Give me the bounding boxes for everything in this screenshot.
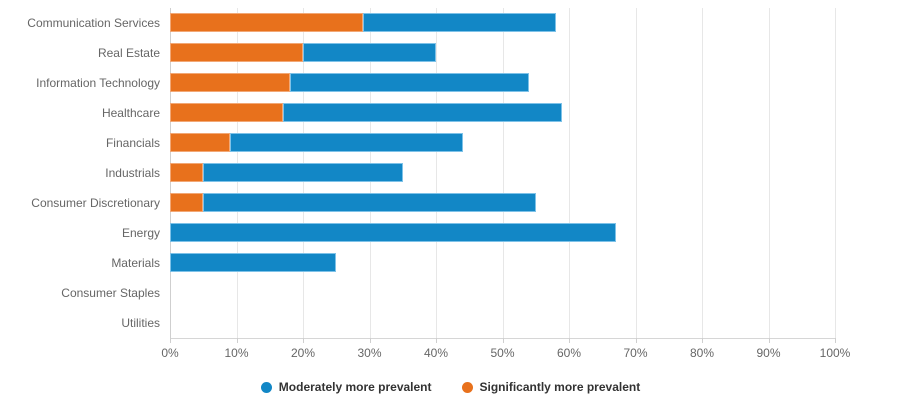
- tick-mark-30: [369, 338, 371, 343]
- tick-mark-50: [502, 338, 504, 343]
- tick-mark-60: [569, 338, 570, 343]
- x-tick-label-70: 70%: [623, 346, 648, 360]
- bar-row-materials: [170, 248, 835, 278]
- category-label-information-technology: Information Technology: [36, 76, 160, 90]
- x-tick-label-0: 0%: [161, 346, 179, 360]
- category-label-materials: Materials: [111, 256, 160, 270]
- bar-row-information-technology: [170, 68, 835, 98]
- legend-label: Significantly more prevalent: [479, 380, 641, 394]
- bar-row-utilities: [170, 308, 835, 338]
- x-tick-label-60: 60%: [556, 346, 582, 360]
- legend-marker-icon: [461, 381, 473, 393]
- tick-mark-100: [835, 338, 836, 343]
- gridline-90: [768, 8, 770, 338]
- bar-moderately-more-prevalent[interactable]: [283, 103, 563, 122]
- tick-mark-20: [303, 338, 304, 343]
- x-tick-label-10: 10%: [224, 346, 249, 360]
- bar-row-financials: [170, 128, 835, 158]
- x-tick-label-100: 100%: [819, 346, 851, 360]
- x-tick-label-50: 50%: [490, 346, 515, 360]
- category-label-healthcare: Healthcare: [101, 106, 160, 120]
- bar-moderately-more-prevalent[interactable]: [203, 193, 536, 212]
- category-label-industrials: Industrials: [105, 166, 160, 180]
- bar-significantly-more-prevalent[interactable]: [170, 163, 204, 182]
- legend-label: Moderately more prevalent: [278, 380, 432, 394]
- tick-mark-10: [236, 338, 238, 343]
- bar-moderately-more-prevalent[interactable]: [170, 253, 337, 272]
- bar-moderately-more-prevalent[interactable]: [289, 73, 530, 92]
- x-tick-label-90: 90%: [756, 346, 781, 360]
- category-label-energy: Energy: [121, 226, 160, 240]
- gridline-50: [502, 8, 504, 338]
- bar-significantly-more-prevalent[interactable]: [170, 43, 303, 62]
- bar-moderately-more-prevalent[interactable]: [203, 163, 403, 182]
- bar-row-healthcare: [170, 98, 835, 128]
- bar-row-consumer-staples: [170, 278, 835, 308]
- legend-item-moderately-more-prevalent[interactable]: Moderately more prevalent: [260, 380, 432, 394]
- plot-area: [170, 8, 836, 343]
- x-tick-label-40: 40%: [423, 346, 449, 360]
- x-axis-labels: 0% 10% 20% 30% 40% 50% 60% 70% 80% 90% 100%: [161, 346, 850, 362]
- category-label-real-estate: Real Estate: [97, 46, 160, 60]
- legend: Moderately more prevalent Significantly m…: [0, 380, 901, 394]
- gridline-40: [436, 8, 437, 338]
- bar-row-industrials: [170, 158, 835, 188]
- bar-significantly-more-prevalent[interactable]: [170, 103, 284, 122]
- category-label-consumer-discretionary: Consumer Discretionary: [31, 196, 160, 210]
- x-tick-label-20: 20%: [290, 346, 316, 360]
- bar-moderately-more-prevalent[interactable]: [229, 133, 463, 152]
- tick-mark-80: [702, 338, 703, 343]
- bar-row-consumer-discretionary: [170, 188, 835, 218]
- bar-moderately-more-prevalent[interactable]: [170, 223, 616, 242]
- category-label-financials: Financials: [105, 136, 160, 150]
- category-label-communication-services: Communication Services: [27, 16, 160, 30]
- legend-item-significantly-more-prevalent[interactable]: Significantly more prevalent: [461, 380, 641, 394]
- bar-significantly-more-prevalent[interactable]: [170, 13, 363, 32]
- legend-marker-icon: [260, 381, 272, 393]
- gridline-100: [835, 8, 836, 338]
- gridline-70: [635, 8, 637, 338]
- x-tick-label-30: 30%: [357, 346, 382, 360]
- tick-mark-40: [436, 338, 437, 343]
- bar-moderately-more-prevalent[interactable]: [362, 13, 556, 32]
- bar-moderately-more-prevalent[interactable]: [303, 43, 436, 62]
- bar-significantly-more-prevalent[interactable]: [170, 133, 230, 152]
- category-label-utilities: Utilities: [121, 316, 160, 330]
- bar-significantly-more-prevalent[interactable]: [170, 73, 290, 92]
- tick-mark-0: [170, 338, 171, 343]
- gridline-80: [702, 8, 703, 338]
- category-label-consumer-staples: Consumer Staples: [61, 286, 160, 300]
- tick-mark-90: [768, 338, 770, 343]
- bar-row-energy: [170, 218, 835, 248]
- tick-mark-70: [635, 338, 637, 343]
- x-tick-label-80: 80%: [689, 346, 715, 360]
- bar-row-communication-services: [170, 8, 835, 38]
- bar-row-real-estate: [170, 38, 835, 68]
- bar-significantly-more-prevalent[interactable]: [170, 193, 204, 212]
- gridline-60: [569, 8, 570, 338]
